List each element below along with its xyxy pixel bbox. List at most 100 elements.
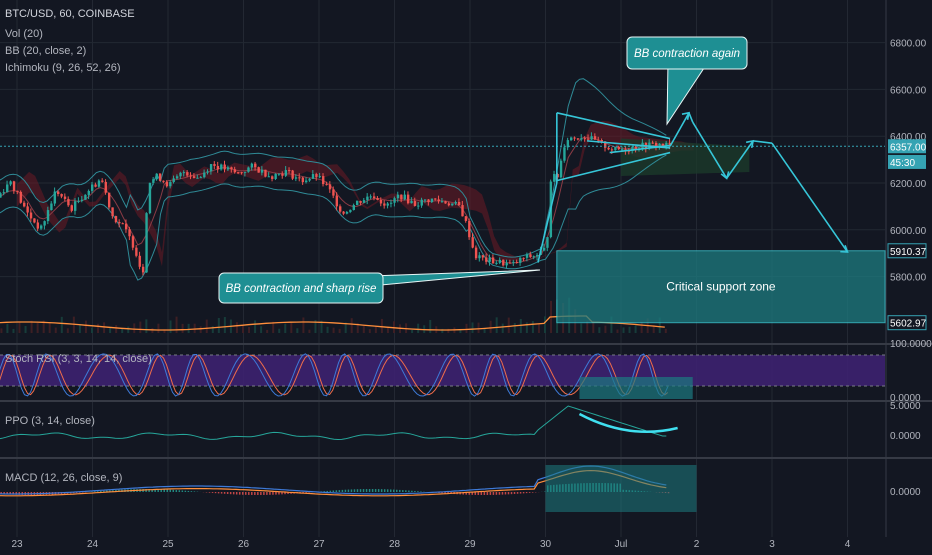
- volume-bar: [12, 329, 14, 333]
- candle-up: [393, 198, 395, 203]
- time-tick-label: 28: [389, 539, 401, 550]
- macd-hist-bar: [366, 489, 368, 492]
- candle-down: [67, 199, 69, 205]
- candle-up: [512, 262, 514, 263]
- macd-hist-bar: [402, 490, 404, 492]
- support-zone-label: Critical support zone: [666, 280, 776, 294]
- candle-up: [553, 174, 555, 182]
- macd-hist-bar: [170, 490, 172, 492]
- macd-hist-bar: [363, 489, 365, 492]
- volume-bar: [25, 326, 27, 333]
- macd-hist-bar: [381, 489, 383, 492]
- candle-down: [111, 207, 113, 216]
- candle-up: [366, 197, 368, 201]
- macd-hist-bar: [260, 492, 262, 495]
- candle-up: [6, 184, 8, 192]
- macd-hist-bar: [215, 492, 217, 493]
- candle-down: [339, 206, 341, 211]
- macd-hist-bar: [272, 492, 274, 495]
- volume-bar: [641, 322, 643, 333]
- candle-down: [71, 205, 73, 211]
- candle-up: [570, 138, 572, 141]
- candle-up: [543, 248, 545, 251]
- volume-bar: [260, 326, 262, 333]
- volume-bar: [121, 329, 123, 333]
- candle-down: [271, 176, 273, 179]
- macd-highlight: [546, 465, 697, 512]
- candle-down: [108, 193, 110, 208]
- macd-hist-bar: [191, 491, 193, 492]
- time-tick-label: 30: [540, 539, 552, 550]
- price-tick-label: 5800.00: [890, 273, 927, 284]
- candle-down: [101, 181, 103, 182]
- candle-up: [353, 205, 355, 210]
- macd-hist-bar: [408, 491, 410, 492]
- macd-hist-bar: [490, 492, 492, 495]
- candle-down: [193, 176, 195, 178]
- macd-hist-bar: [345, 490, 347, 492]
- volume-bar: [188, 324, 190, 333]
- volume-bar: [278, 329, 280, 333]
- stoch-highlight: [579, 377, 692, 399]
- volume-bar: [194, 324, 196, 333]
- candle-down: [315, 174, 317, 177]
- candle-up: [451, 203, 453, 205]
- candle-down: [132, 236, 134, 247]
- volume-bar: [55, 328, 57, 333]
- volume-bar: [490, 321, 492, 333]
- macd-hist-bar: [242, 492, 244, 495]
- candle-up: [220, 165, 222, 170]
- candle-down: [329, 184, 331, 189]
- volume-bar: [6, 324, 8, 333]
- volume-bar: [411, 330, 413, 333]
- macd-hist-bar: [505, 492, 507, 494]
- volume-bar: [429, 320, 431, 333]
- macd-hist-bar: [94, 491, 96, 492]
- macd-hist-bar: [227, 492, 229, 494]
- candle-down: [482, 255, 484, 257]
- candle-up: [47, 210, 49, 221]
- candle-down: [234, 169, 236, 172]
- macd-hist-bar: [357, 489, 359, 492]
- candle-up: [3, 192, 5, 193]
- volume-bar: [0, 328, 2, 333]
- candle-up: [98, 181, 100, 187]
- macd-hist-bar: [176, 490, 178, 492]
- candle-down: [122, 223, 124, 224]
- macd-tick-label: 0.0000: [890, 487, 921, 498]
- candle-up: [173, 178, 175, 182]
- candle-down: [30, 213, 32, 219]
- candle-up: [404, 195, 406, 200]
- time-tick-label: 27: [313, 539, 325, 550]
- candle-up: [152, 179, 154, 183]
- candle-up: [179, 173, 181, 176]
- candle-down: [465, 216, 467, 221]
- macd-hist-bar: [499, 492, 501, 495]
- candle-up: [390, 203, 392, 204]
- indicator-legend-label: Vol (20): [5, 28, 43, 40]
- candle-up: [81, 200, 83, 201]
- macd-hist-bar: [481, 492, 483, 495]
- volume-bar: [302, 317, 304, 333]
- macd-hist-bar: [248, 492, 250, 495]
- candle-up: [312, 174, 314, 179]
- macd-hist-bar: [230, 492, 232, 494]
- candle-down: [298, 177, 300, 178]
- candle-up: [74, 201, 76, 211]
- volume-bar: [538, 324, 540, 333]
- volume-bar: [200, 326, 202, 333]
- stoch-tick-label: 100.0000: [890, 339, 932, 350]
- macd-hist-bar: [305, 492, 307, 493]
- candle-up: [278, 174, 280, 175]
- candle-up: [203, 173, 205, 178]
- time-tick-label: 24: [87, 539, 99, 550]
- volume-bar: [103, 322, 105, 333]
- candle-up: [149, 183, 151, 213]
- volume-bar: [604, 326, 606, 333]
- volume-bar: [465, 324, 467, 333]
- macd-hist-bar: [411, 491, 413, 492]
- time-tick-label: 4: [845, 539, 851, 550]
- price-tag-label: 5602.97: [890, 319, 927, 330]
